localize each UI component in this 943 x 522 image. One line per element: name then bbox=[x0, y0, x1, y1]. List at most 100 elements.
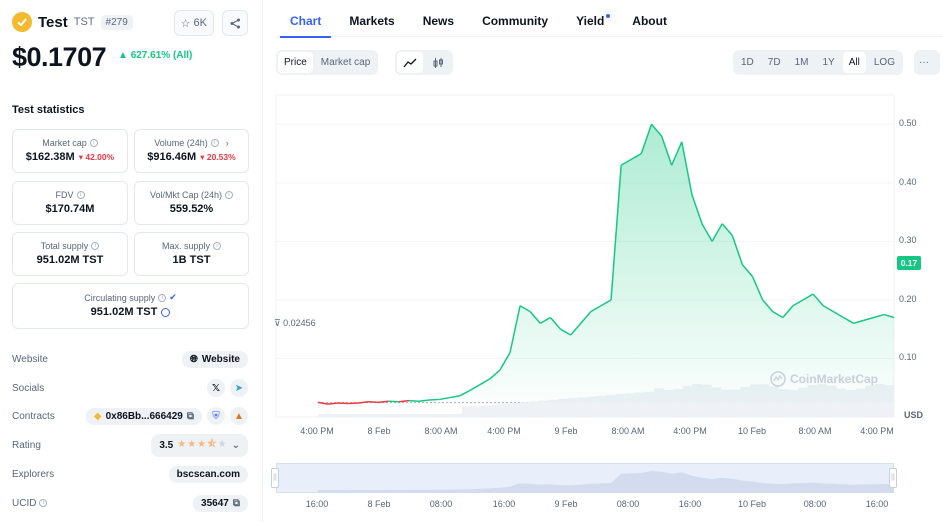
vol-mkt-value: 559.52% bbox=[169, 203, 214, 215]
price-line-segment bbox=[843, 316, 854, 324]
price-line-segment bbox=[439, 396, 450, 401]
volume-bar bbox=[510, 403, 520, 417]
website-row: Website 🌐︎ Website bbox=[12, 349, 248, 369]
baseline-label: ⊽ 0.02456 bbox=[274, 318, 316, 328]
price-line-segment bbox=[660, 135, 673, 166]
volume-bar bbox=[567, 398, 578, 417]
socials-row: Socials 𝕏 ➤ bbox=[12, 378, 248, 398]
star-icon: ☆ bbox=[180, 17, 191, 30]
max-supply-card: Max. supply i 1B TST bbox=[134, 232, 249, 276]
x-tick-label: 8:00 AM bbox=[424, 426, 458, 436]
price-line-segment bbox=[378, 400, 389, 404]
contract-address[interactable]: ◆ 0x86Bb...666429 ⧉ bbox=[85, 407, 202, 425]
volume-bar bbox=[721, 389, 731, 417]
volume-bar bbox=[318, 414, 328, 417]
volume-bar bbox=[452, 414, 462, 417]
price-line-segment bbox=[701, 223, 713, 242]
volume-bar bbox=[836, 388, 846, 417]
watermark: CoinMarketCap bbox=[770, 371, 878, 387]
shield-icon[interactable]: ⛨ bbox=[207, 407, 225, 425]
y-tick-label: 0.40 bbox=[899, 176, 917, 187]
volume-bar bbox=[596, 395, 606, 417]
price-line-segment bbox=[499, 352, 511, 371]
market-cap-change: ▾ 42.00% bbox=[78, 151, 115, 162]
price-line-segment bbox=[792, 299, 804, 307]
more-options-button[interactable]: ··· bbox=[914, 50, 940, 75]
range-1y[interactable]: 1Y bbox=[822, 57, 835, 68]
tab-about[interactable]: About bbox=[632, 14, 667, 28]
market-cap-toggle[interactable]: Market cap bbox=[320, 57, 371, 68]
volume-bar bbox=[846, 389, 856, 417]
price-line-segment bbox=[762, 299, 774, 313]
metamask-icon[interactable]: ▲ bbox=[230, 407, 248, 425]
volume-bar bbox=[529, 401, 539, 417]
volume-bar bbox=[471, 406, 482, 417]
price-line-segment bbox=[489, 369, 501, 380]
coin-logo-icon bbox=[12, 12, 32, 32]
info-icon: i bbox=[210, 139, 219, 147]
range-7d[interactable]: 7D bbox=[767, 57, 781, 68]
price-line-segment bbox=[610, 165, 622, 300]
volume-bar bbox=[730, 389, 741, 417]
price-line-segment bbox=[549, 316, 562, 330]
price-line-segment bbox=[469, 384, 481, 392]
tab-chart[interactable]: Chart bbox=[276, 0, 335, 38]
tab-community[interactable]: Community bbox=[482, 14, 549, 28]
volume-bar bbox=[586, 396, 597, 417]
volume-bar bbox=[423, 414, 434, 417]
explorers-row: Explorers bscscan.com bbox=[12, 464, 248, 484]
volume-bar bbox=[433, 414, 443, 417]
navigator-tick-label: 08:00 bbox=[803, 499, 827, 509]
share-button[interactable] bbox=[222, 10, 248, 36]
info-icon: i bbox=[39, 499, 48, 507]
volume-bar bbox=[394, 414, 405, 417]
price-line-segment bbox=[670, 141, 683, 166]
coin-name: Test bbox=[38, 13, 68, 31]
volume-bar bbox=[346, 414, 357, 417]
explorer-link[interactable]: bscscan.com bbox=[168, 465, 248, 483]
volume-bar bbox=[778, 389, 789, 417]
line-chart-icon[interactable] bbox=[397, 52, 423, 73]
candlestick-icon[interactable] bbox=[425, 52, 451, 73]
volume-bar bbox=[481, 405, 491, 417]
tab-news[interactable]: News bbox=[422, 14, 455, 28]
volume-bar bbox=[337, 414, 347, 417]
x-twitter-icon[interactable]: 𝕏 bbox=[207, 379, 225, 397]
price-line-segment bbox=[539, 316, 551, 324]
log-toggle[interactable]: LOG bbox=[873, 57, 895, 68]
ucid-value[interactable]: 35647 ⧉ bbox=[193, 494, 248, 512]
volume-bar bbox=[548, 399, 558, 417]
navigator-right-handle[interactable]: || bbox=[889, 468, 897, 488]
cmc-logo-icon bbox=[770, 371, 786, 387]
navigator-tick-label: 08:00 bbox=[429, 499, 453, 509]
tab-markets[interactable]: Markets bbox=[349, 14, 395, 28]
telegram-icon[interactable]: ➤ bbox=[230, 379, 248, 397]
rating-dropdown[interactable]: 3.5 ★★★⯪★ ⌄ bbox=[151, 433, 248, 457]
copy-icon: ⧉ bbox=[186, 410, 194, 422]
x-tick-label: 4:00 PM bbox=[860, 426, 894, 436]
navigator-left-handle[interactable]: || bbox=[271, 468, 279, 488]
price-line-segment bbox=[328, 402, 339, 405]
website-link[interactable]: 🌐︎ Website bbox=[181, 350, 248, 368]
price-line-segment bbox=[691, 194, 703, 225]
price-line-segment bbox=[509, 305, 521, 353]
range-all[interactable]: All bbox=[842, 52, 866, 73]
price-line-segment bbox=[772, 310, 784, 319]
total-supply-card: Total supply i 951.02M TST bbox=[12, 232, 128, 276]
price-line-segment bbox=[560, 328, 572, 336]
price-line-segment bbox=[873, 313, 885, 319]
ucid-row: UCID i 35647 ⧉ bbox=[12, 493, 248, 513]
tab-yield[interactable]: Yield bbox=[562, 0, 618, 37]
range-1m[interactable]: 1M bbox=[794, 57, 809, 68]
watchlist-button[interactable]: ☆ 6K bbox=[173, 10, 214, 36]
price-line-segment bbox=[317, 401, 329, 405]
price-toggle[interactable]: Price bbox=[278, 52, 313, 73]
volume-card[interactable]: Volume (24h) i › $916.46M ▾ 20.53% bbox=[134, 129, 249, 173]
info-icon: i bbox=[91, 242, 100, 250]
price-line-segment bbox=[822, 305, 834, 313]
price-line-segment bbox=[650, 123, 663, 137]
range-1d[interactable]: 1D bbox=[741, 57, 754, 68]
price-line-segment bbox=[388, 400, 399, 403]
range-selector: 1D 7D 1M 1Y All LOG bbox=[733, 50, 903, 75]
